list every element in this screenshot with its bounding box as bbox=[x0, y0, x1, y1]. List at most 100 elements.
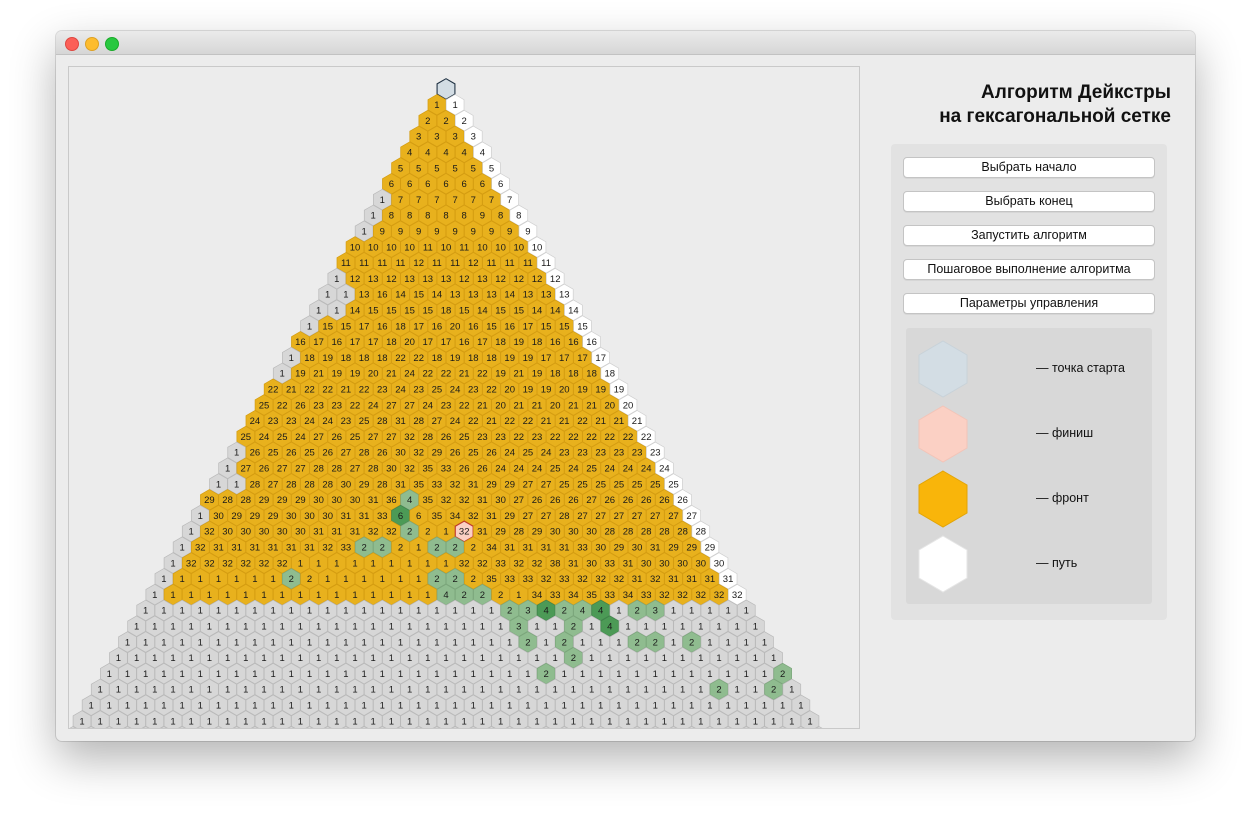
hex-cell[interactable] bbox=[345, 299, 365, 321]
hex-cell[interactable] bbox=[327, 362, 347, 385]
hex-cell[interactable] bbox=[400, 457, 419, 479]
hex-cell[interactable] bbox=[600, 615, 620, 637]
hex-cell[interactable] bbox=[436, 394, 456, 416]
hex-cell[interactable] bbox=[627, 536, 647, 558]
hex-cell[interactable] bbox=[682, 599, 701, 622]
hex-cell[interactable] bbox=[483, 726, 501, 729]
hex-cell[interactable] bbox=[327, 678, 347, 701]
hex-cell[interactable] bbox=[409, 283, 428, 306]
hex-cell[interactable] bbox=[491, 173, 510, 195]
hex-cell[interactable] bbox=[191, 599, 210, 622]
hex-cell[interactable] bbox=[454, 647, 474, 669]
hex-cell[interactable] bbox=[500, 346, 519, 369]
hex-cell[interactable] bbox=[582, 489, 601, 511]
hex-cell[interactable] bbox=[600, 583, 620, 606]
hex-cell[interactable] bbox=[509, 615, 529, 637]
hex-cell[interactable] bbox=[545, 710, 565, 728]
hex-cell[interactable] bbox=[636, 489, 656, 511]
hex-cell[interactable] bbox=[473, 520, 492, 543]
hex-cell[interactable] bbox=[82, 726, 100, 729]
hex-cell[interactable] bbox=[254, 457, 274, 479]
hex-cell[interactable] bbox=[600, 489, 620, 511]
hex-cell[interactable] bbox=[491, 710, 510, 728]
hex-cell[interactable] bbox=[582, 425, 601, 448]
hex-cell[interactable] bbox=[646, 568, 665, 590]
hex-cell[interactable] bbox=[636, 425, 656, 448]
hex-cell[interactable] bbox=[272, 552, 292, 574]
hex-cell[interactable] bbox=[327, 394, 347, 416]
hex-cell[interactable] bbox=[646, 726, 664, 729]
hex-cell[interactable] bbox=[300, 662, 319, 685]
hex-cell[interactable] bbox=[400, 141, 419, 163]
hex-cell[interactable] bbox=[309, 678, 328, 701]
hex-cell[interactable] bbox=[482, 536, 501, 558]
hex-cell[interactable] bbox=[464, 283, 483, 306]
hex-cell[interactable] bbox=[254, 583, 274, 606]
hex-cell[interactable] bbox=[318, 283, 337, 306]
hex-cell[interactable] bbox=[545, 457, 565, 479]
hex-cell[interactable] bbox=[363, 425, 383, 448]
hex-cell[interactable] bbox=[454, 489, 474, 511]
hex-cell[interactable] bbox=[282, 504, 301, 527]
hex-cell[interactable] bbox=[409, 410, 428, 432]
hex-cell[interactable] bbox=[227, 631, 246, 653]
hex-cell[interactable] bbox=[727, 615, 747, 637]
hex-cell[interactable] bbox=[436, 425, 456, 448]
hex-cell[interactable] bbox=[418, 299, 438, 321]
hex-cell[interactable] bbox=[382, 710, 401, 728]
hex-cell[interactable] bbox=[300, 536, 319, 558]
hex-cell[interactable] bbox=[282, 473, 301, 495]
hex-cell[interactable] bbox=[382, 457, 401, 479]
hex-cell[interactable] bbox=[445, 346, 465, 369]
hex-cell[interactable] bbox=[254, 678, 274, 701]
hex-cell[interactable] bbox=[482, 315, 501, 337]
hex-cell[interactable] bbox=[163, 710, 183, 728]
hex-cell[interactable] bbox=[527, 489, 547, 511]
hex-cell[interactable] bbox=[683, 726, 701, 729]
hex-cell[interactable] bbox=[363, 710, 383, 728]
hex-cell[interactable] bbox=[609, 631, 629, 653]
hex-cell[interactable] bbox=[764, 678, 783, 701]
hex-cell[interactable] bbox=[327, 583, 347, 606]
hex-cell[interactable] bbox=[618, 457, 638, 479]
hex-cell[interactable] bbox=[691, 647, 711, 669]
hex-cell[interactable] bbox=[409, 220, 428, 242]
hex-cell[interactable] bbox=[218, 710, 237, 728]
hex-cell[interactable] bbox=[491, 331, 510, 353]
hex-cell[interactable] bbox=[336, 315, 356, 337]
hex-cell[interactable] bbox=[491, 520, 510, 543]
hex-cell[interactable] bbox=[427, 252, 447, 274]
hex-cell[interactable] bbox=[154, 568, 174, 590]
hex-cell[interactable] bbox=[491, 678, 510, 701]
hex-cell[interactable] bbox=[491, 457, 510, 479]
hex-cell[interactable] bbox=[573, 346, 592, 369]
hex-cell[interactable] bbox=[400, 267, 419, 290]
hex-cell[interactable] bbox=[627, 694, 647, 716]
hex-cell[interactable] bbox=[491, 299, 510, 321]
hex-cell[interactable] bbox=[154, 631, 174, 653]
hex-cell[interactable] bbox=[509, 489, 529, 511]
hex-cell[interactable] bbox=[418, 583, 438, 606]
hex-cell[interactable] bbox=[309, 552, 328, 574]
hex-cell[interactable] bbox=[191, 726, 209, 729]
hex-cell[interactable] bbox=[582, 678, 601, 701]
hex-cell[interactable] bbox=[318, 378, 337, 400]
hex-cell[interactable] bbox=[445, 536, 465, 558]
hex-cell[interactable] bbox=[282, 726, 300, 729]
hex-cell[interactable] bbox=[527, 615, 547, 637]
hex-cell[interactable] bbox=[582, 362, 601, 385]
hex-cell[interactable] bbox=[181, 710, 201, 728]
hex-cell[interactable] bbox=[673, 583, 692, 606]
hex-cell[interactable] bbox=[409, 125, 428, 148]
hex-cell[interactable] bbox=[300, 599, 319, 622]
hex-cell[interactable] bbox=[500, 220, 519, 242]
hex-cell[interactable] bbox=[163, 583, 183, 606]
hex-cell[interactable] bbox=[473, 299, 492, 321]
hex-cell[interactable] bbox=[627, 631, 647, 653]
hex-cell[interactable] bbox=[555, 504, 574, 527]
hex-cell[interactable] bbox=[354, 536, 374, 558]
hex-cell[interactable] bbox=[90, 710, 110, 728]
hex-cell[interactable] bbox=[536, 441, 556, 464]
hex-cell[interactable] bbox=[109, 678, 128, 701]
hex-cell[interactable] bbox=[500, 473, 519, 495]
